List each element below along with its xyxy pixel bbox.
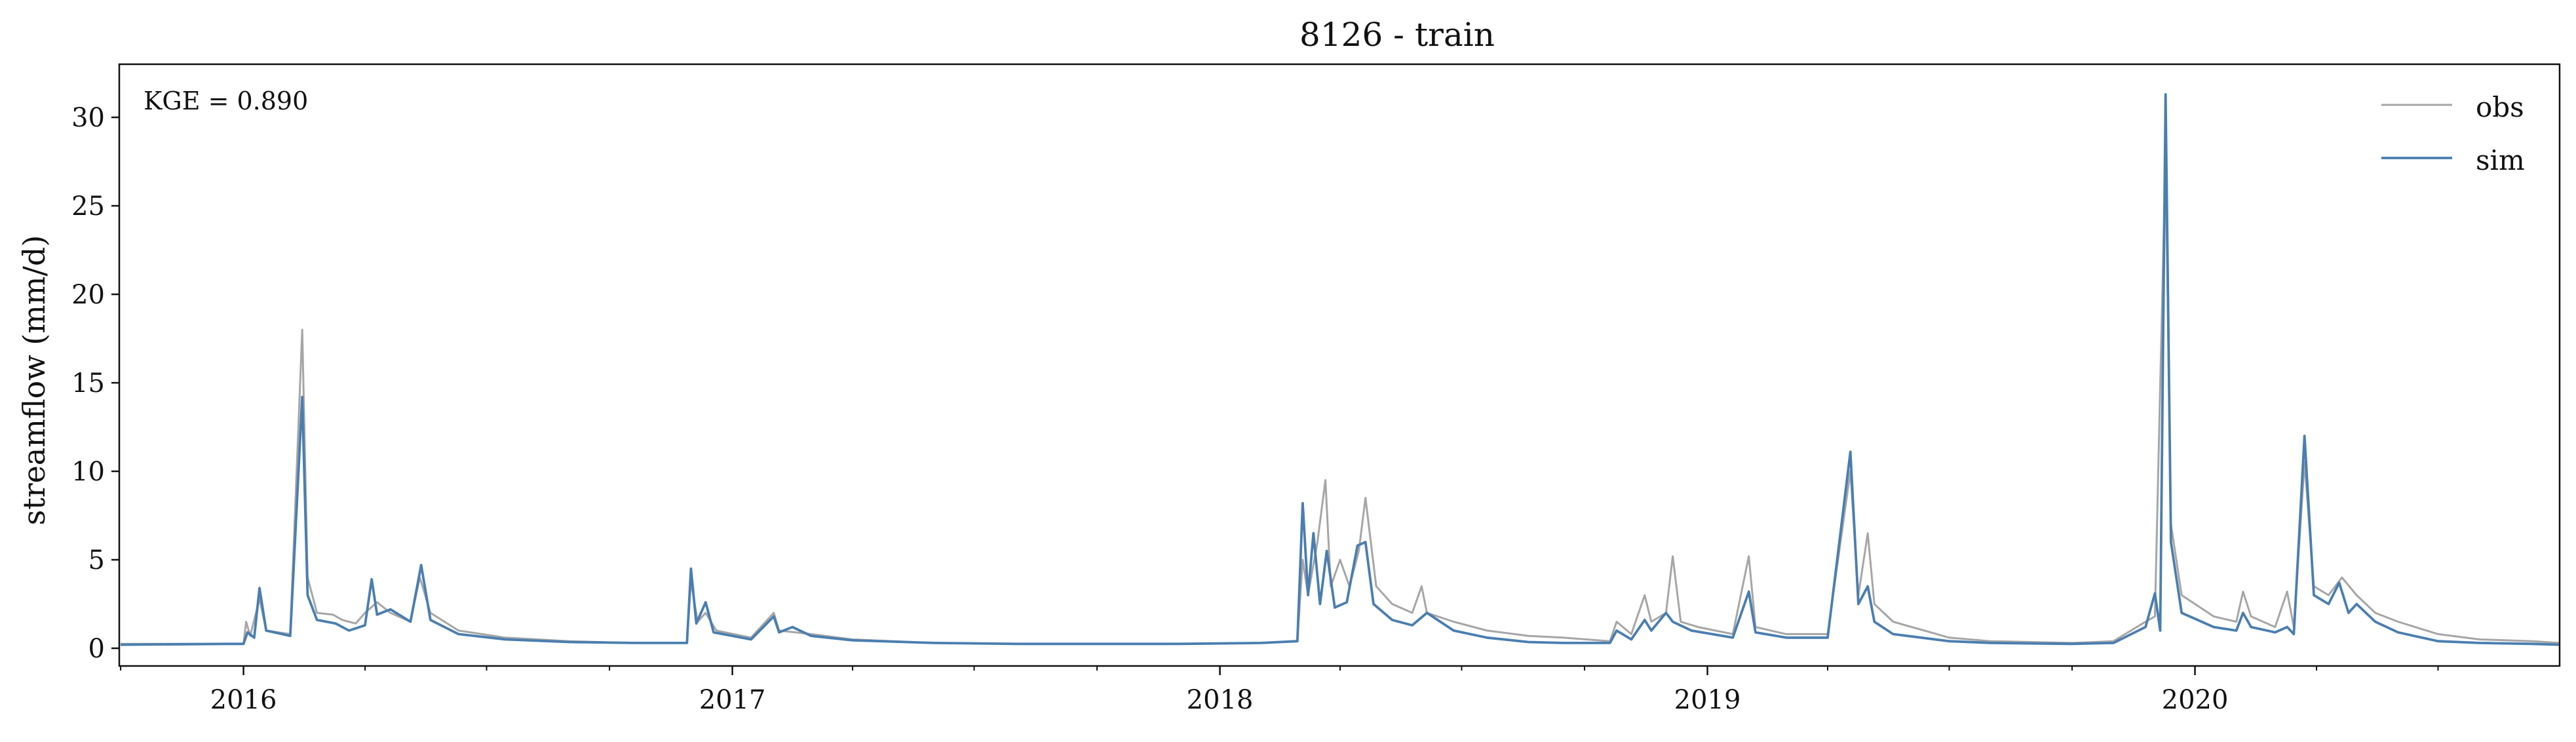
y-axis-ticks: 0 5 10 15 20 25 30 xyxy=(71,103,119,664)
sim-series-line xyxy=(120,93,2560,646)
plot-frame xyxy=(118,63,2561,667)
y-tick-label: 5 xyxy=(88,545,105,576)
legend-sim-label: sim xyxy=(2476,144,2525,176)
y-tick-label: 20 xyxy=(71,280,105,310)
x-tick-label: 2018 xyxy=(1187,685,1254,715)
chart-title: 8126 - train xyxy=(1299,16,1495,54)
legend-obs-label: obs xyxy=(2476,91,2524,123)
y-tick-label: 25 xyxy=(71,191,105,222)
x-axis-ticks: 2016 2017 2018 2019 2020 xyxy=(120,666,2439,715)
x-tick-label: 2020 xyxy=(2162,685,2229,715)
x-tick-label: 2017 xyxy=(699,685,766,715)
legend: obs sim xyxy=(2381,91,2525,176)
y-tick-label: 30 xyxy=(71,103,105,133)
x-tick-label: 2016 xyxy=(210,685,277,715)
x-tick-label: 2019 xyxy=(1674,685,1741,715)
y-tick-label: 15 xyxy=(71,368,105,399)
y-tick-label: 0 xyxy=(88,634,105,664)
sim-series xyxy=(120,93,2560,646)
kge-annotation: KGE = 0.890 xyxy=(144,87,308,115)
y-tick-label: 10 xyxy=(71,457,105,487)
y-axis-label: streamflow (mm/d) xyxy=(16,235,52,526)
